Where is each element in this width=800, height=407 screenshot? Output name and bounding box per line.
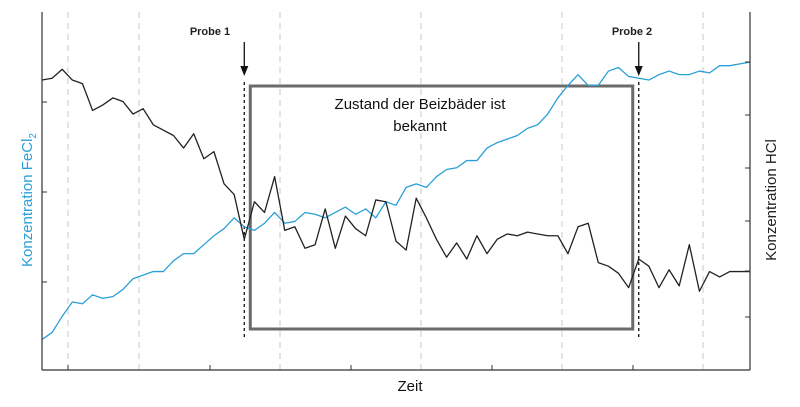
probe-1-label: Probe 1 — [190, 26, 230, 38]
vertical-gridlines — [67, 12, 704, 370]
series-lines — [41, 61, 751, 341]
probe-2-label: Probe 2 — [612, 26, 652, 38]
hcl-series-line — [41, 68, 750, 292]
x-axis-label: Zeit — [397, 378, 423, 395]
probe-2-arrow-head — [634, 66, 643, 76]
fecl2-series-line — [41, 61, 751, 341]
y-axis-label-left: Konzentration FeCl2 — [19, 133, 39, 267]
y-axis-label-left-main: Konzentration FeCl — [19, 139, 36, 267]
box-annotation-line-2: bekannt — [393, 118, 447, 135]
y-axis-label-right: Konzentration HCl — [763, 139, 780, 261]
probe-markers — [240, 42, 643, 340]
box-annotation-line-1: Zustand der Beizbäder ist — [335, 96, 507, 113]
axes — [41, 12, 751, 371]
y-axis-label-left-subscript: 2 — [28, 133, 39, 139]
probe-1-arrow-head — [240, 66, 249, 76]
known-state-box — [248, 84, 635, 331]
